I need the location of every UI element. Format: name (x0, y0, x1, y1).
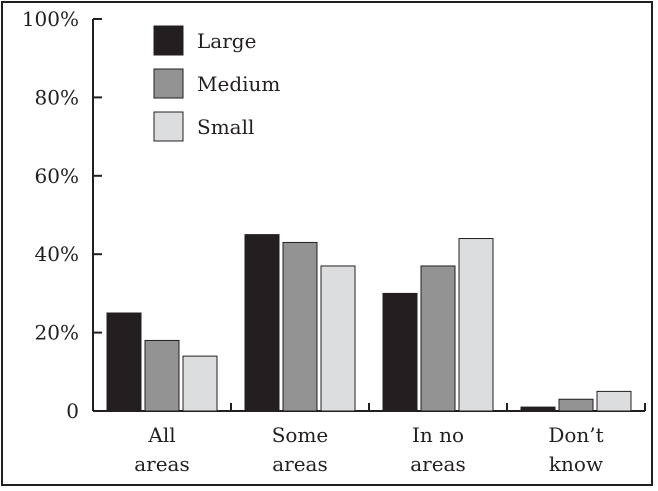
legend-swatch-large (153, 25, 184, 56)
bar-large-3 (520, 406, 556, 412)
bar-small-2 (458, 238, 494, 412)
bar-small-1 (320, 265, 356, 412)
bar-small-3 (596, 390, 632, 412)
legend-label-medium: Medium (197, 72, 280, 96)
bar-large-2 (382, 292, 418, 412)
y-tick-label: 40% (35, 242, 79, 266)
x-category-label: In no (412, 423, 464, 447)
bar-small-0 (182, 355, 218, 412)
bars (106, 234, 632, 412)
y-tick-label: 60% (35, 164, 79, 188)
bar-large-1 (244, 234, 280, 412)
x-category-label: know (549, 452, 603, 476)
bar-medium-1 (282, 241, 318, 412)
legend-label-small: Small (197, 115, 254, 139)
x-category-label: All (147, 423, 175, 447)
legend-swatch-medium (153, 68, 184, 99)
bar-medium-0 (144, 339, 180, 412)
y-axis-ticks: 0 20% 40% 60% 80% 100% (22, 7, 102, 423)
x-category-label: areas (272, 452, 328, 476)
x-category-label: areas (134, 452, 190, 476)
legend-label-large: Large (197, 29, 256, 53)
x-category-label: areas (410, 452, 466, 476)
bar-medium-3 (558, 398, 594, 412)
x-category-label: Don’t (548, 423, 603, 447)
bar-medium-2 (420, 265, 456, 412)
y-tick-label: 20% (35, 321, 79, 345)
y-tick-label: 80% (35, 85, 79, 109)
bar-large-0 (106, 312, 142, 412)
legend-swatch-small (153, 111, 184, 142)
y-tick-label: 0 (66, 399, 79, 423)
y-tick-label: 100% (22, 7, 79, 31)
legend: Large Medium Small (153, 25, 280, 142)
x-category-label: Some (272, 423, 329, 447)
x-axis-labels: All areas Some areas In no areas Don’t know (134, 423, 603, 476)
